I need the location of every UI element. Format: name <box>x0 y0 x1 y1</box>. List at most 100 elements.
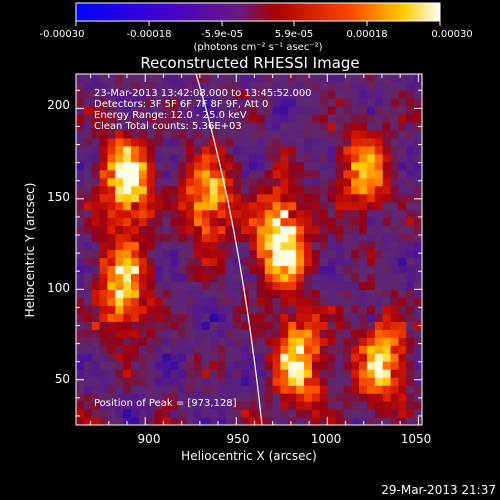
heatmap-cell <box>351 281 360 290</box>
heatmap-cell <box>327 377 337 386</box>
heatmap-cell <box>131 74 140 83</box>
heatmap-cell <box>296 401 305 410</box>
heatmap-cell <box>311 321 321 330</box>
heatmap-cell <box>272 217 282 227</box>
heatmap-cell <box>359 337 368 346</box>
heatmap-cell <box>178 185 187 195</box>
heatmap-cell <box>138 129 148 139</box>
heatmap-cell <box>178 97 187 107</box>
heatmap-cell <box>343 265 352 275</box>
heatmap-cell <box>225 217 234 227</box>
heatmap-cell <box>154 233 164 243</box>
heatmap-cell <box>256 201 266 211</box>
heatmap-cell <box>382 217 392 227</box>
heatmap-cell <box>327 185 337 195</box>
heatmap-cell <box>154 385 164 394</box>
heatmap-cell <box>107 281 116 290</box>
heatmap-cell <box>233 201 242 211</box>
heatmap-cell <box>241 305 250 314</box>
heatmap-cell <box>280 385 289 394</box>
heatmap-cell <box>390 273 400 283</box>
heatmap-cell <box>335 89 344 99</box>
heatmap-cell <box>115 249 124 259</box>
heatmap-cell <box>327 417 337 425</box>
heatmap-cell <box>359 225 368 235</box>
heatmap-cell <box>398 185 407 195</box>
heatmap-cell <box>288 121 297 131</box>
heatmap-cell <box>272 393 282 402</box>
heatmap-cell <box>335 417 344 425</box>
heatmap-cell <box>115 241 124 251</box>
heatmap-cell <box>351 97 360 107</box>
heatmap-cell <box>107 361 116 370</box>
heatmap-cell <box>249 337 258 346</box>
heatmap-cell <box>272 89 282 99</box>
heatmap-cell <box>343 225 352 235</box>
heatmap-cell <box>131 265 140 275</box>
heatmap-cell <box>217 241 227 251</box>
heatmap-cell <box>335 273 344 283</box>
heatmap-cell <box>131 81 140 91</box>
heatmap-cell <box>201 74 211 83</box>
heatmap-cell <box>123 265 132 275</box>
heatmap-cell <box>76 113 85 123</box>
heatmap-cell <box>201 169 211 179</box>
heatmap-cell <box>154 401 164 410</box>
heatmap-cell <box>280 305 289 314</box>
heatmap-cell <box>201 297 211 306</box>
heatmap-cell <box>366 289 376 298</box>
heatmap-cell <box>311 361 321 370</box>
heatmap-cell <box>264 249 274 259</box>
heatmap-cell <box>131 89 140 99</box>
heatmap-cell <box>107 417 116 425</box>
heatmap-cell <box>304 321 313 330</box>
heatmap-cell <box>107 169 116 179</box>
heatmap-cell <box>146 393 156 402</box>
heatmap-cell <box>138 97 148 107</box>
heatmap-cell <box>343 417 352 425</box>
heatmap-cell <box>359 169 368 179</box>
annotation-energy-range: Energy Range: 12.0 - 25.0 keV <box>94 110 247 121</box>
heatmap-cell <box>201 409 211 418</box>
heatmap-cell <box>343 297 352 306</box>
heatmap-cell <box>406 177 415 187</box>
heatmap-cell <box>193 345 203 354</box>
heatmap-cell <box>414 177 422 187</box>
heatmap-cell <box>327 121 337 131</box>
heatmap-cell <box>233 97 242 107</box>
heatmap-cell <box>225 233 234 243</box>
heatmap-cell <box>162 74 171 83</box>
heatmap-cell <box>193 329 203 338</box>
heatmap-cell <box>272 369 282 378</box>
heatmap-cell <box>162 145 171 155</box>
heatmap-cell <box>91 265 101 275</box>
heatmap-cell <box>264 393 274 402</box>
heatmap-cell <box>178 113 187 123</box>
heatmap-cell <box>241 233 250 243</box>
heatmap-cell <box>178 313 187 322</box>
heatmap-cell <box>374 249 384 259</box>
heatmap-cell <box>209 217 219 227</box>
heatmap-cell <box>398 273 407 283</box>
heatmap-cell <box>193 297 203 306</box>
heatmap-cell <box>249 201 258 211</box>
heatmap-cell <box>91 137 101 147</box>
heatmap-cell <box>225 313 234 322</box>
heatmap-cell <box>76 89 85 99</box>
heatmap-cell <box>366 153 376 163</box>
heatmap-cell <box>304 177 313 187</box>
heatmap-cell <box>83 193 93 203</box>
heatmap-cell <box>193 217 203 227</box>
heatmap-cell <box>272 201 282 211</box>
heatmap-cell <box>406 193 415 203</box>
heatmap-cell <box>131 113 140 123</box>
heatmap-cell <box>374 193 384 203</box>
heatmap-cell <box>249 257 258 267</box>
heatmap-cell <box>76 345 85 354</box>
heatmap-cell <box>264 153 274 163</box>
heatmap-cell <box>186 281 195 290</box>
heatmap-cell <box>178 225 187 235</box>
cb-label-0: -0.00030 <box>40 29 85 40</box>
heatmap-cell <box>217 369 227 378</box>
heatmap-cell <box>186 409 195 418</box>
